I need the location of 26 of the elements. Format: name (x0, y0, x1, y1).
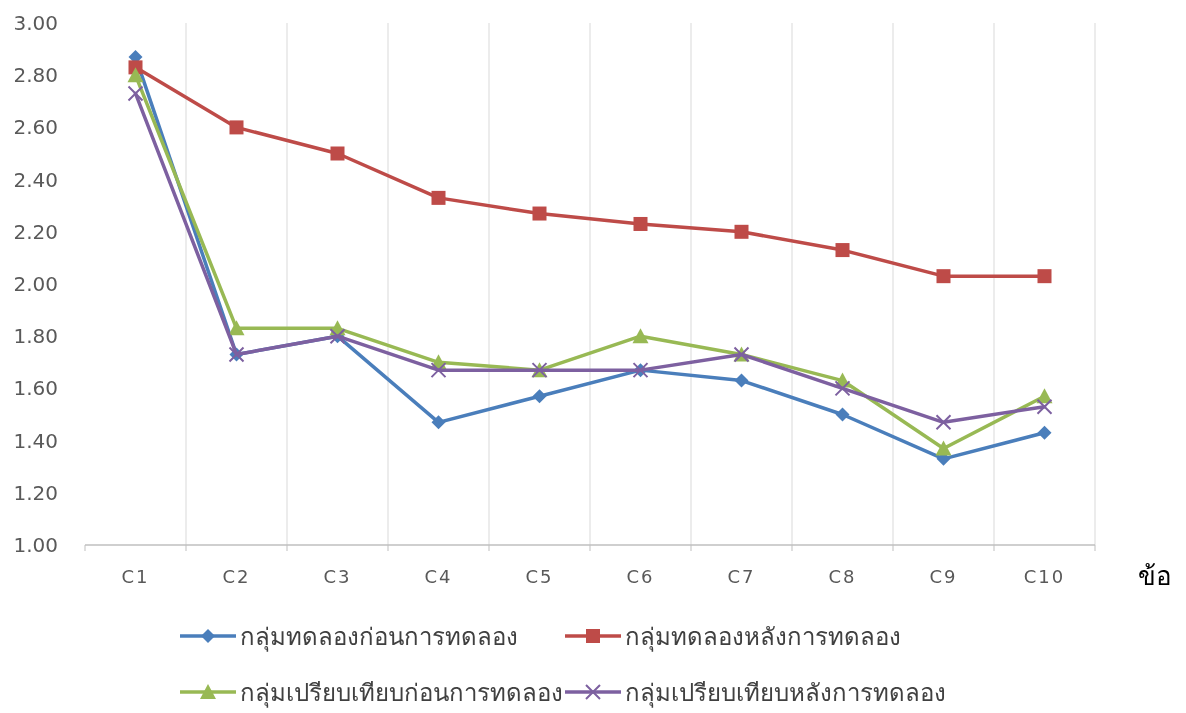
x-tick-label: C9 (929, 566, 958, 587)
legend-label: กลุ่มเปรียบเทียบก่อนการทดลอง (240, 679, 563, 708)
legend-label: กลุ่มทดลองหลังการทดลอง (625, 623, 901, 652)
x-axis-title: ข้อ (1138, 561, 1172, 591)
y-tick-label: 3.00 (13, 11, 58, 35)
y-tick-label: 1.00 (13, 533, 58, 557)
y-tick-label: 1.80 (13, 324, 58, 349)
x-tick-label: C4 (424, 566, 453, 587)
y-tick-label: 2.80 (13, 63, 58, 88)
y-tick-label: 1.60 (13, 376, 58, 401)
x-tick-label: C3 (323, 566, 352, 587)
y-tick-label: 2.40 (13, 167, 58, 192)
x-tick-label: C2 (222, 566, 251, 587)
y-tick-label: 2.00 (13, 272, 58, 296)
x-tick-label: C1 (121, 566, 150, 587)
x-tick-label: C6 (626, 566, 655, 587)
legend-label: กลุ่มทดลองก่อนการทดลอง (240, 623, 518, 652)
x-tick-label: C10 (1023, 566, 1066, 587)
legend-label: กลุ่มเปรียบเทียบหลังการทดลอง (625, 679, 946, 708)
y-tick-label: 2.60 (13, 115, 58, 140)
y-tick-label: 2.20 (13, 219, 58, 244)
x-tick-label: C7 (727, 566, 756, 587)
y-tick-label: 1.40 (13, 428, 58, 453)
y-tick-label: 1.20 (13, 480, 58, 505)
x-tick-label: C5 (525, 566, 554, 587)
x-tick-label: C8 (828, 566, 857, 587)
